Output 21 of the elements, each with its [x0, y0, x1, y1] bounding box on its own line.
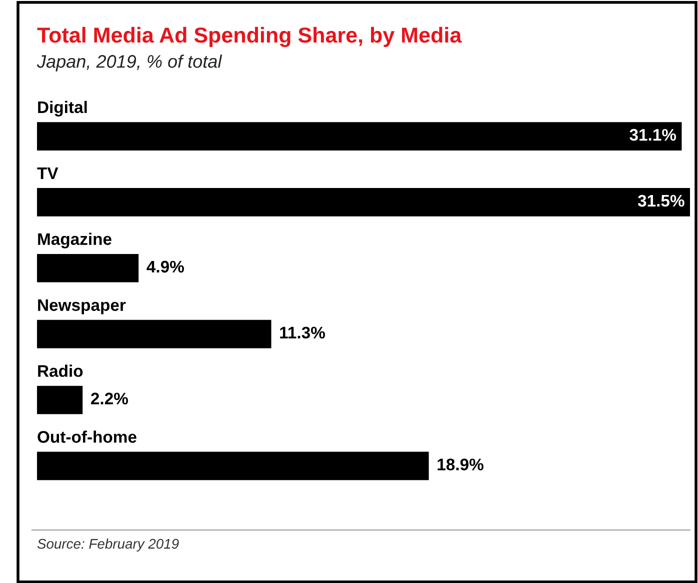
- y-tick-label: Magazine: [38, 232, 112, 248]
- data-label: 4.9%: [146, 260, 184, 273]
- y-tick-label: Digital: [38, 100, 87, 116]
- bar: [37, 188, 690, 216]
- chart-subtitle: Japan, 2019, % of total: [36, 54, 222, 72]
- data-label: 31.1%: [630, 128, 676, 141]
- bar: [37, 452, 429, 480]
- chart-title: Total Media Ad Spending Share, by Media: [37, 26, 462, 48]
- data-label: 31.5%: [638, 194, 684, 207]
- bar: [37, 254, 139, 282]
- data-label: 18.9%: [438, 458, 484, 470]
- y-tick-label: Out-of-home: [38, 430, 136, 443]
- data-label: 11.3%: [280, 326, 325, 339]
- y-tick-label: TV: [37, 167, 58, 179]
- y-tick-label: Radio: [38, 364, 83, 377]
- y-tick-label: Newspaper: [38, 299, 126, 314]
- bar: [37, 386, 83, 414]
- bar: [37, 122, 682, 150]
- source-note: Source: February 2019: [37, 538, 179, 552]
- bar: [37, 320, 272, 348]
- data-label: 2.2%: [91, 392, 128, 404]
